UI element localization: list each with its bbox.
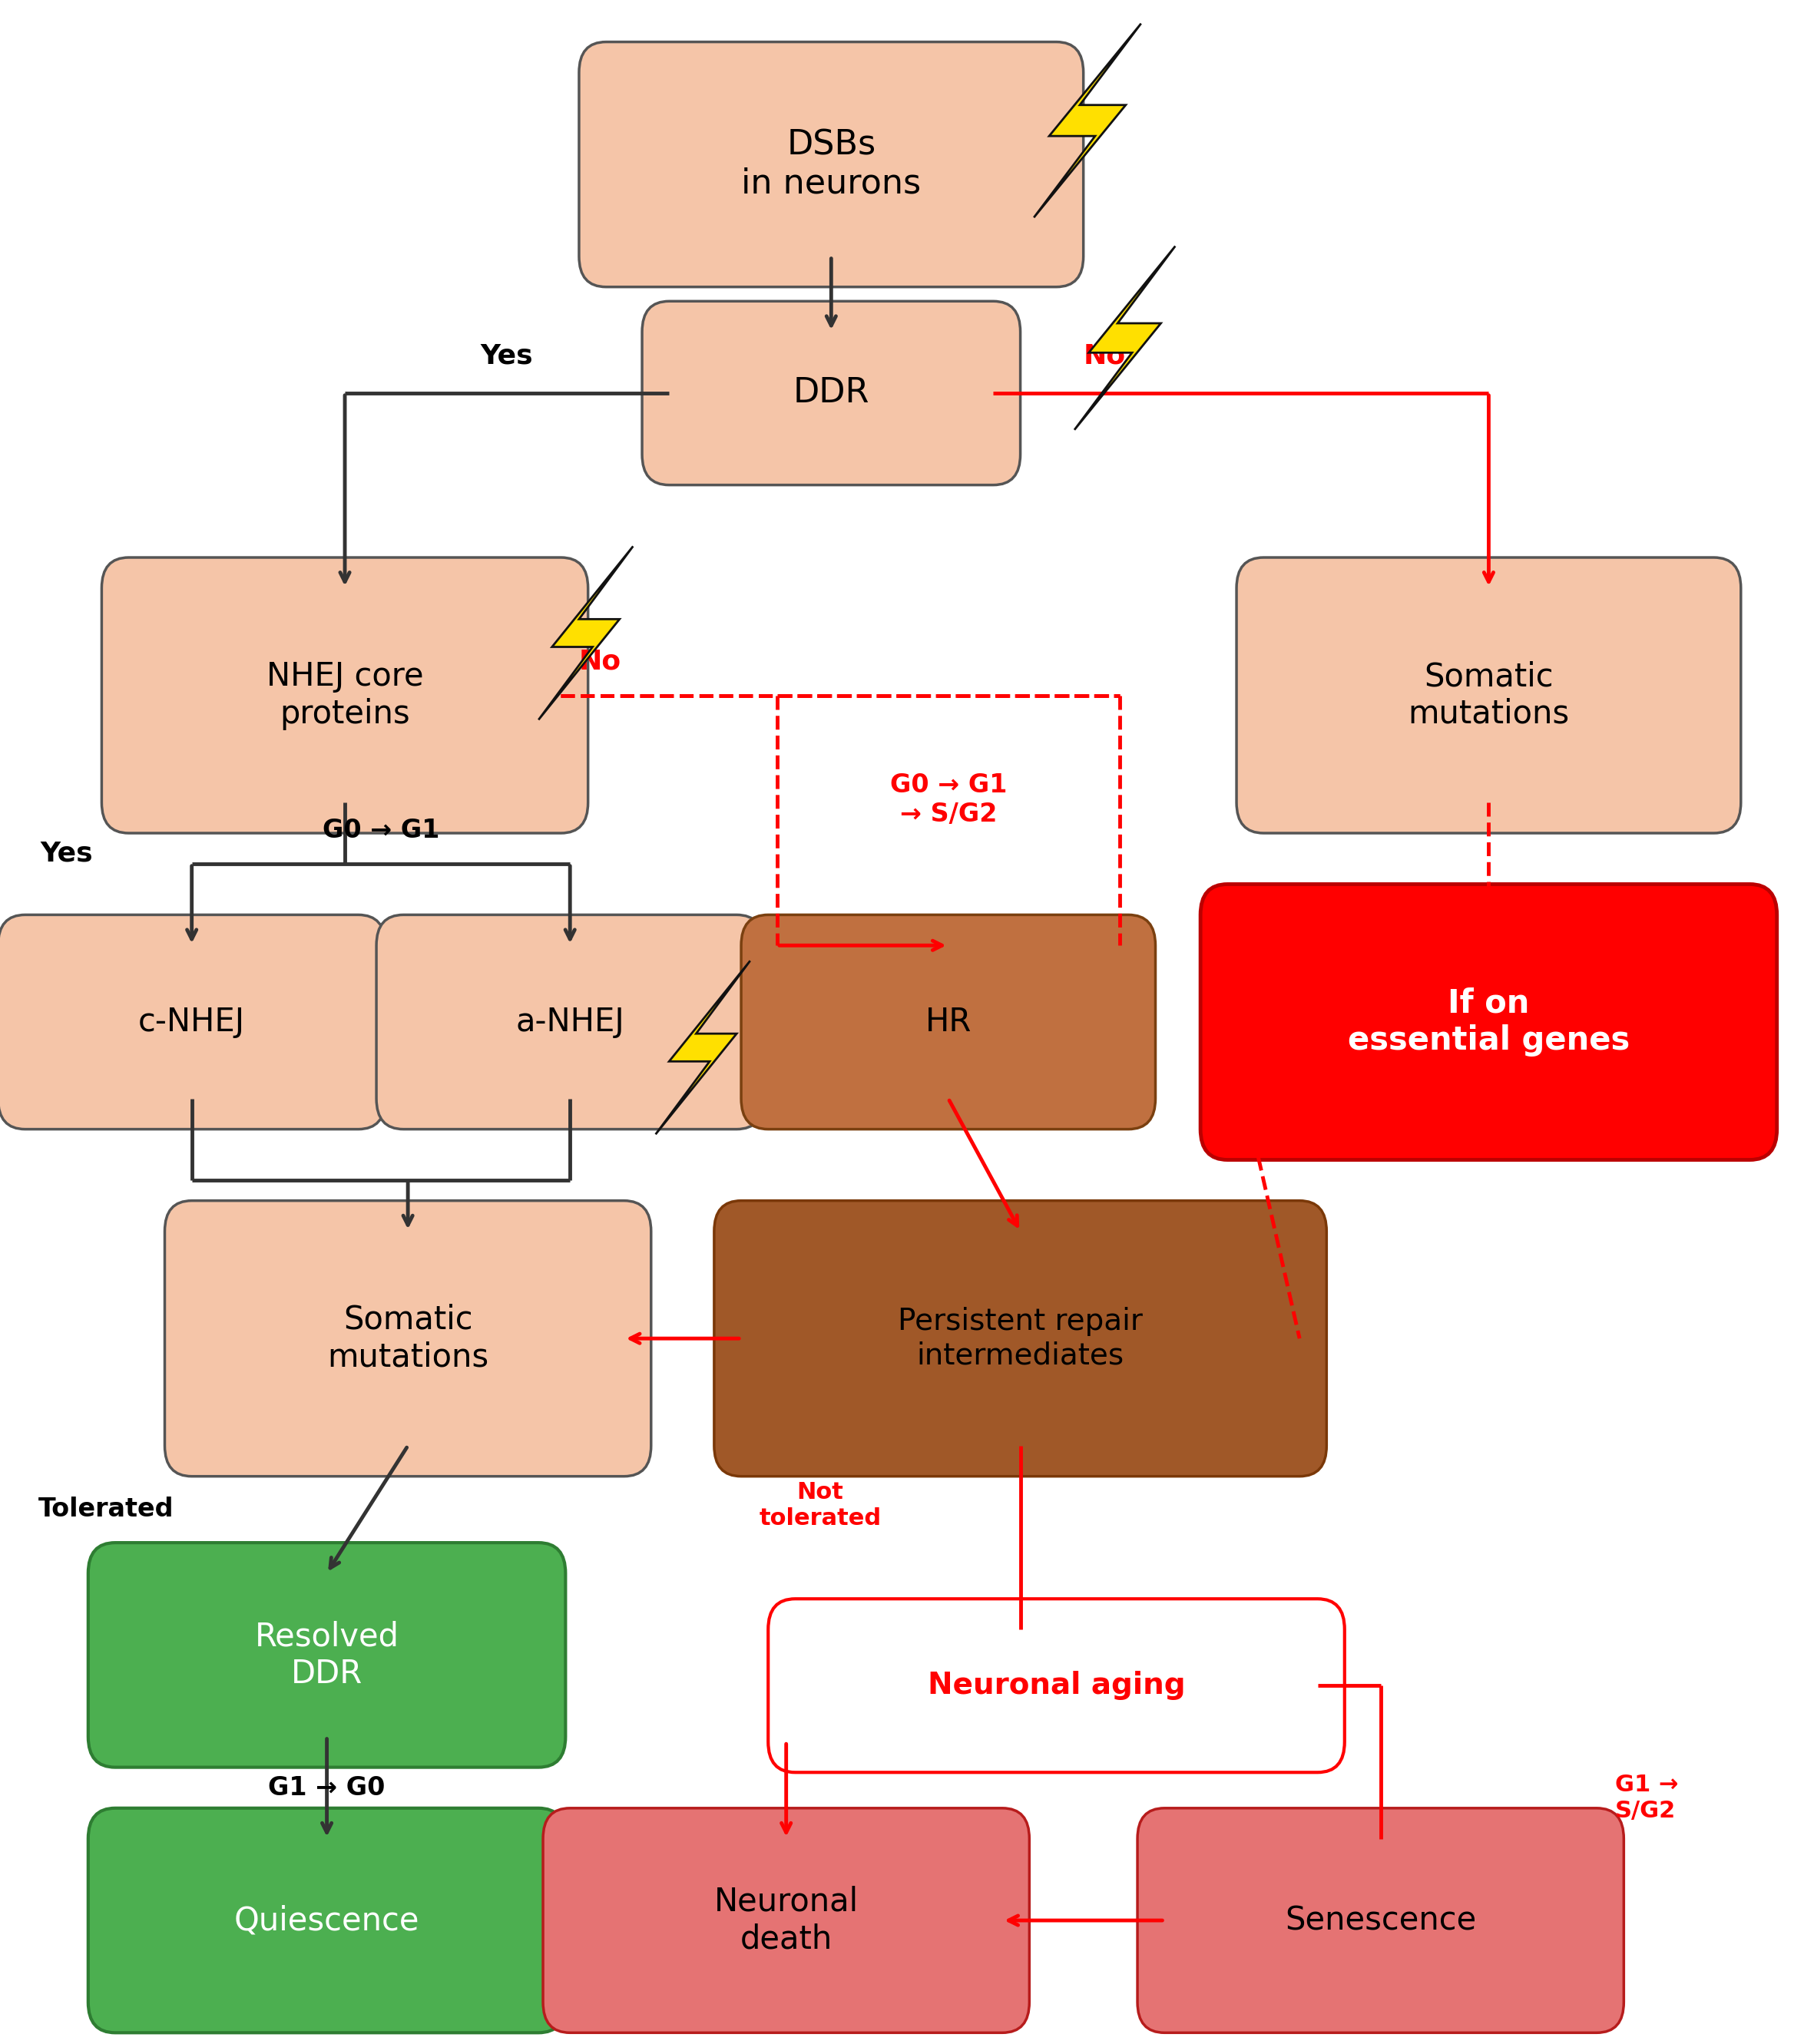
Text: If on
essential genes: If on essential genes <box>1348 987 1629 1057</box>
FancyBboxPatch shape <box>89 1543 566 1768</box>
FancyBboxPatch shape <box>1137 1809 1624 2032</box>
Text: Yes: Yes <box>481 343 533 368</box>
FancyBboxPatch shape <box>102 558 588 834</box>
Text: No: No <box>579 648 622 675</box>
Text: Somatic
mutations: Somatic mutations <box>327 1304 488 1374</box>
FancyBboxPatch shape <box>642 300 1019 484</box>
Text: Senescence: Senescence <box>1284 1905 1477 1936</box>
Polygon shape <box>539 546 633 719</box>
FancyBboxPatch shape <box>579 43 1083 286</box>
FancyBboxPatch shape <box>0 916 385 1128</box>
Text: Quiescence: Quiescence <box>234 1905 419 1936</box>
Text: Somatic
mutations: Somatic mutations <box>1408 660 1569 730</box>
Polygon shape <box>655 961 751 1134</box>
Text: Neuronal
death: Neuronal death <box>715 1887 858 1956</box>
Text: DDR: DDR <box>793 376 869 409</box>
FancyBboxPatch shape <box>1237 558 1741 834</box>
Text: NHEJ core
proteins: NHEJ core proteins <box>267 660 423 730</box>
Polygon shape <box>1034 25 1141 217</box>
Text: DSBs
in neurons: DSBs in neurons <box>742 129 922 200</box>
Text: G0 → G1: G0 → G1 <box>323 818 439 844</box>
FancyBboxPatch shape <box>742 916 1156 1128</box>
Text: Yes: Yes <box>40 840 93 867</box>
FancyBboxPatch shape <box>542 1809 1029 2032</box>
FancyBboxPatch shape <box>375 916 764 1128</box>
FancyBboxPatch shape <box>165 1200 651 1476</box>
Text: Tolerated: Tolerated <box>38 1496 174 1523</box>
Text: Neuronal aging: Neuronal aging <box>927 1672 1185 1701</box>
FancyBboxPatch shape <box>715 1200 1326 1476</box>
Text: G1 → G0: G1 → G0 <box>268 1774 385 1801</box>
Text: HR: HR <box>925 1006 972 1038</box>
Text: G1 →
S/G2: G1 → S/G2 <box>1614 1774 1678 1821</box>
Text: Not
tolerated: Not tolerated <box>760 1482 882 1529</box>
FancyBboxPatch shape <box>767 1598 1344 1772</box>
FancyBboxPatch shape <box>1201 885 1778 1159</box>
Text: c-NHEJ: c-NHEJ <box>138 1006 245 1038</box>
Text: Resolved
DDR: Resolved DDR <box>254 1621 399 1690</box>
Polygon shape <box>1074 245 1175 429</box>
Text: a-NHEJ: a-NHEJ <box>515 1006 624 1038</box>
FancyBboxPatch shape <box>89 1809 566 2032</box>
Text: Persistent repair
intermediates: Persistent repair intermediates <box>898 1306 1143 1369</box>
Text: No: No <box>1083 343 1126 368</box>
Text: G0 → G1
→ S/G2: G0 → G1 → S/G2 <box>891 773 1007 828</box>
